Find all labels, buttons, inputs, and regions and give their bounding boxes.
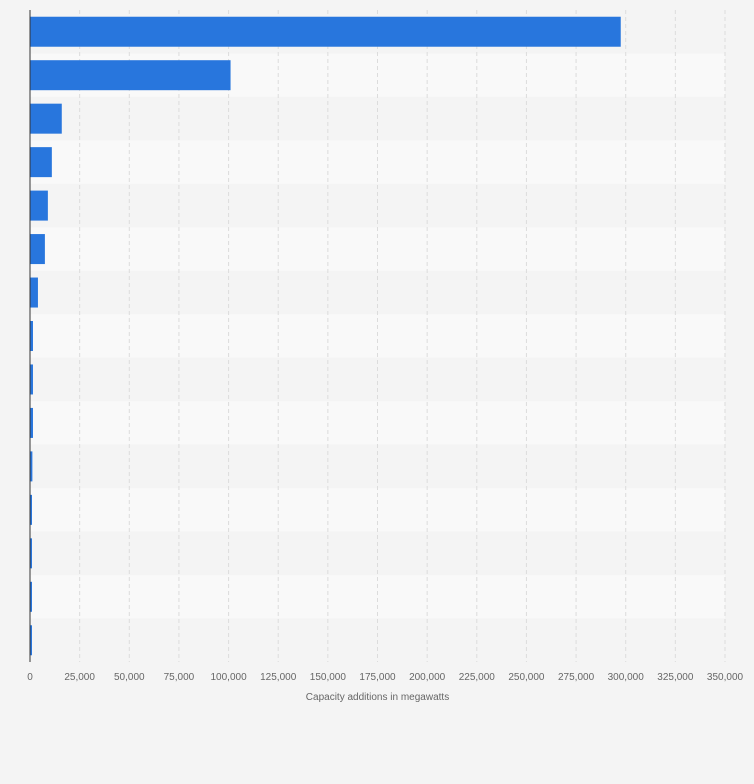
bar[interactable] <box>30 277 38 308</box>
bar[interactable] <box>30 625 32 656</box>
bar[interactable] <box>30 321 33 351</box>
bar[interactable] <box>30 451 33 482</box>
x-tick-label: 100,000 <box>210 672 247 683</box>
bar[interactable] <box>30 364 33 395</box>
x-tick-label: 0 <box>27 672 33 683</box>
x-tick-label: 250,000 <box>508 672 545 683</box>
x-tick-label: 50,000 <box>114 672 145 683</box>
bar[interactable] <box>30 16 621 47</box>
bar[interactable] <box>30 60 231 91</box>
x-tick-label: 150,000 <box>310 672 347 683</box>
x-tick-label: 125,000 <box>260 672 297 683</box>
x-tick-label: 300,000 <box>608 672 645 683</box>
bar[interactable] <box>30 538 32 569</box>
x-tick-label: 75,000 <box>164 672 195 683</box>
row-band <box>30 140 725 184</box>
bar[interactable] <box>30 234 45 265</box>
row-band <box>30 357 725 402</box>
x-tick-labels: 0 25,000 50,000 75,000 100,000 125,000 150,000… <box>27 672 743 683</box>
row-band <box>30 575 725 619</box>
bar[interactable] <box>30 190 48 221</box>
bars <box>30 16 621 656</box>
gridlines <box>79 10 726 662</box>
x-tick-label: 225,000 <box>459 672 496 683</box>
x-tick-label: 325,000 <box>657 672 694 683</box>
bar[interactable] <box>30 581 32 612</box>
x-tick-label: 175,000 <box>359 672 396 683</box>
bar[interactable] <box>30 103 62 134</box>
x-tick-label: 200,000 <box>409 672 446 683</box>
x-axis-label: Capacity additions in megawatts <box>306 692 449 703</box>
x-tick-label: 275,000 <box>558 672 595 683</box>
bar[interactable] <box>30 147 52 178</box>
x-tick-label: 350,000 <box>707 672 744 683</box>
x-tick-label: 25,000 <box>64 672 95 683</box>
bar[interactable] <box>30 494 32 525</box>
bar[interactable] <box>30 407 33 438</box>
